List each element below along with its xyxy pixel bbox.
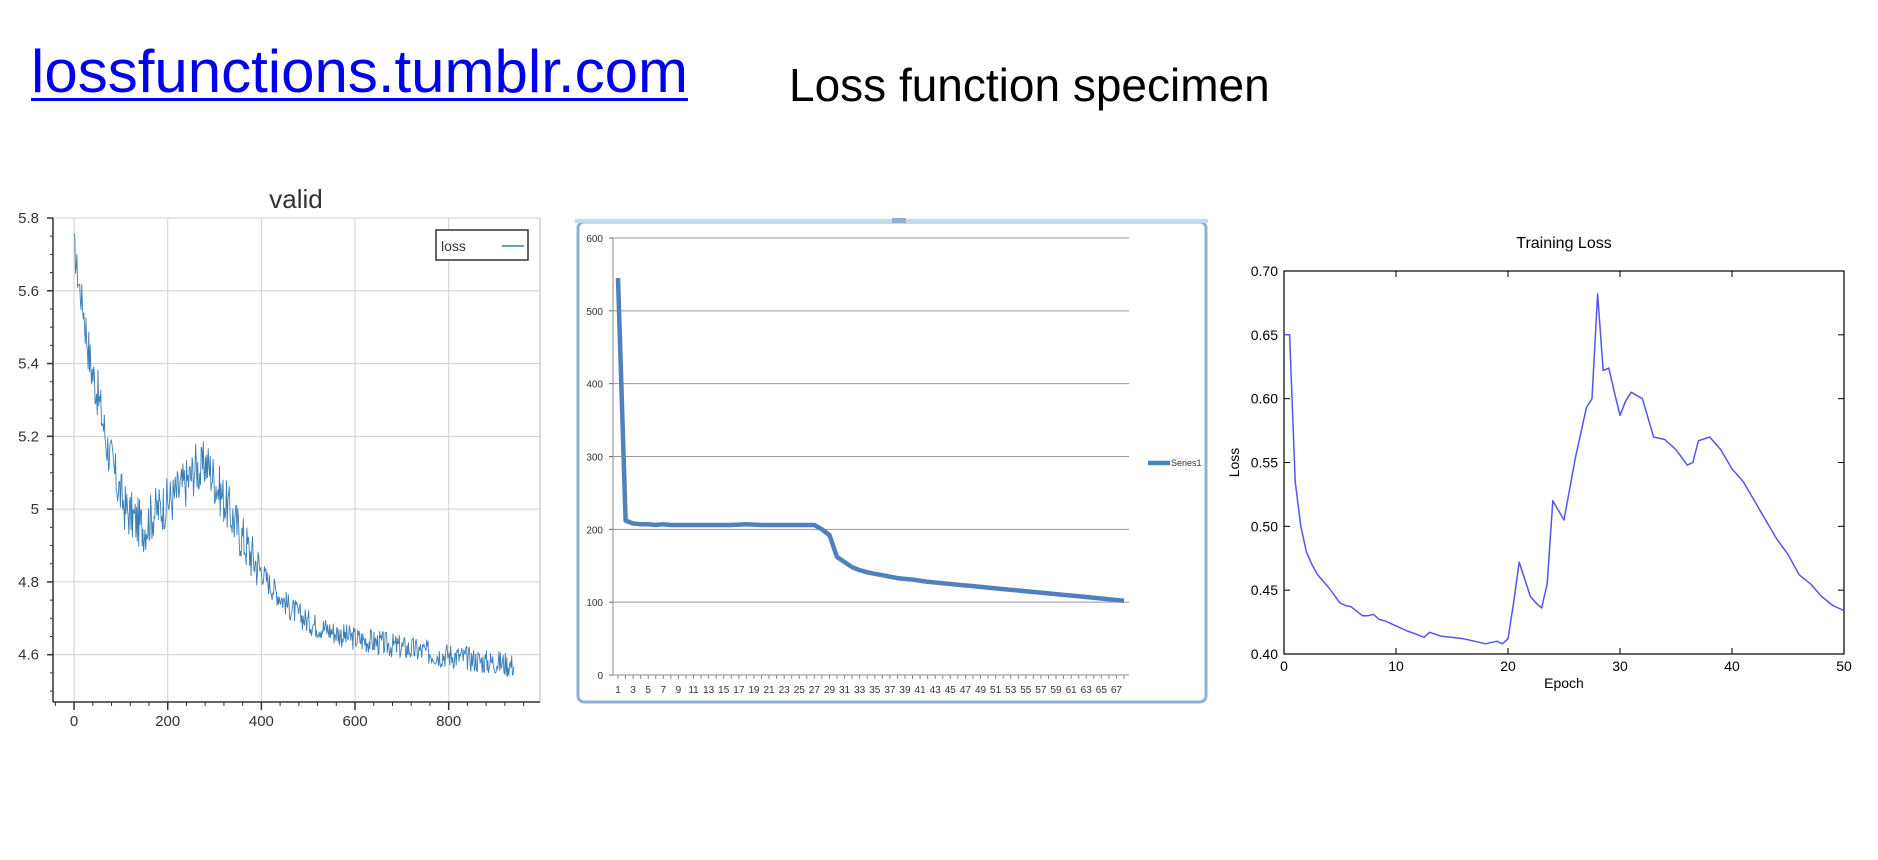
- y-tick-label: 100: [586, 598, 603, 609]
- chart-title: valid: [269, 184, 322, 214]
- x-tick-label: 67: [1111, 685, 1123, 696]
- legend-label: Series1: [1171, 458, 1202, 468]
- y-tick-label: 300: [586, 453, 603, 464]
- y-tick-label: 0.55: [1251, 455, 1278, 471]
- x-tick-label: 800: [436, 713, 461, 730]
- y-tick-label: 4.6: [18, 647, 39, 664]
- y-axis-label: Loss: [1226, 448, 1242, 478]
- x-tick-label: 1: [615, 685, 621, 696]
- y-tick-label: 5: [31, 501, 39, 518]
- x-tick-label: 29: [824, 685, 836, 696]
- x-tick-label: 31: [839, 685, 851, 696]
- x-tick-label: 35: [869, 685, 881, 696]
- y-tick-label: 5.4: [18, 356, 39, 373]
- x-tick-label: 33: [854, 685, 866, 696]
- series-line-series1: [615, 278, 1125, 603]
- y-tick-label: 5.6: [18, 283, 39, 300]
- x-tick-label: 200: [155, 713, 180, 730]
- x-tick-label: 11: [688, 685, 699, 696]
- y-tick-label: 0.60: [1251, 391, 1278, 407]
- x-tick-label: 53: [1005, 685, 1017, 696]
- x-tick-label: 10: [1388, 658, 1404, 674]
- x-tick-label: 13: [703, 685, 715, 696]
- x-tick-label: 43: [930, 685, 942, 696]
- y-tick-label: 600: [586, 234, 603, 245]
- x-tick-label: 40: [1724, 658, 1740, 674]
- x-tick-label: 37: [884, 685, 896, 696]
- x-tick-label: 21: [763, 685, 775, 696]
- x-axis-label: Epoch: [1544, 675, 1584, 691]
- y-tick-label: 0.40: [1251, 646, 1278, 662]
- x-tick-label: 15: [718, 685, 730, 696]
- chart-title: Training Loss: [1516, 235, 1611, 252]
- x-tick-label: 400: [249, 713, 274, 730]
- header-subtitle: Loss function specimen: [789, 59, 1270, 111]
- legend-label: loss: [441, 238, 466, 254]
- x-tick-label: 41: [915, 685, 927, 696]
- x-tick-label: 45: [945, 685, 957, 696]
- y-tick-label: 0.65: [1251, 327, 1278, 343]
- x-tick-label: 63: [1081, 685, 1093, 696]
- x-tick-label: 0: [70, 713, 78, 730]
- x-tick-label: 25: [794, 685, 806, 696]
- x-tick-label: 65: [1096, 685, 1108, 696]
- y-tick-label: 200: [586, 525, 603, 536]
- plot-area: [52, 217, 541, 703]
- y-tick-label: 5.2: [18, 428, 39, 445]
- y-tick-label: 400: [586, 380, 603, 391]
- x-tick-label: 19: [748, 685, 760, 696]
- x-tick-label: 5: [645, 685, 651, 696]
- series-line-loss: [73, 232, 515, 677]
- x-tick-label: 9: [676, 685, 682, 696]
- x-tick-label: 47: [960, 685, 972, 696]
- x-tick-label: 7: [661, 685, 667, 696]
- y-tick-label: 0.45: [1251, 582, 1278, 598]
- y-tick-label: 5.8: [18, 210, 39, 227]
- legend-box: [435, 229, 529, 261]
- x-tick-label: 3: [630, 685, 636, 696]
- x-tick-label: 50: [1836, 658, 1852, 674]
- x-tick-label: 17: [733, 685, 745, 696]
- series-line-training-loss: [1284, 293, 1845, 645]
- x-tick-label: 51: [990, 685, 1002, 696]
- x-tick-label: 55: [1020, 685, 1032, 696]
- x-tick-label: 59: [1050, 685, 1062, 696]
- plot-area: [1283, 270, 1845, 655]
- y-tick-label: 0.50: [1251, 518, 1278, 534]
- x-tick-label: 49: [975, 685, 987, 696]
- chart-frame: [576, 220, 1208, 704]
- x-tick-label: 23: [779, 685, 791, 696]
- x-tick-label: 20: [1500, 658, 1516, 674]
- chart-valid: 0 200 400 600 800 4.6 4.8 5 5.2 5.4 5.6 5.8 valid los…: [18, 184, 541, 730]
- y-tick-label: 4.8: [18, 574, 39, 591]
- header-link[interactable]: lossfunctions.tumblr.com: [31, 38, 688, 105]
- x-tick-label: 27: [809, 685, 821, 696]
- y-tick-label: 500: [586, 307, 603, 318]
- x-tick-label: 57: [1035, 685, 1047, 696]
- x-tick-label: 61: [1066, 685, 1078, 696]
- x-tick-label: 30: [1612, 658, 1628, 674]
- y-tick-label: 0.70: [1251, 263, 1278, 279]
- x-tick-label: 0: [1280, 658, 1288, 674]
- chart-training-loss: 0 10 20 30 40 50 0.40 0.45 0.50 0.55 0.60 0.65 0.70 T…: [1226, 235, 1852, 691]
- x-tick-label: 600: [343, 713, 368, 730]
- frame-handle: [892, 218, 906, 223]
- x-tick-label: 39: [899, 685, 911, 696]
- y-tick-label: 0: [597, 671, 603, 682]
